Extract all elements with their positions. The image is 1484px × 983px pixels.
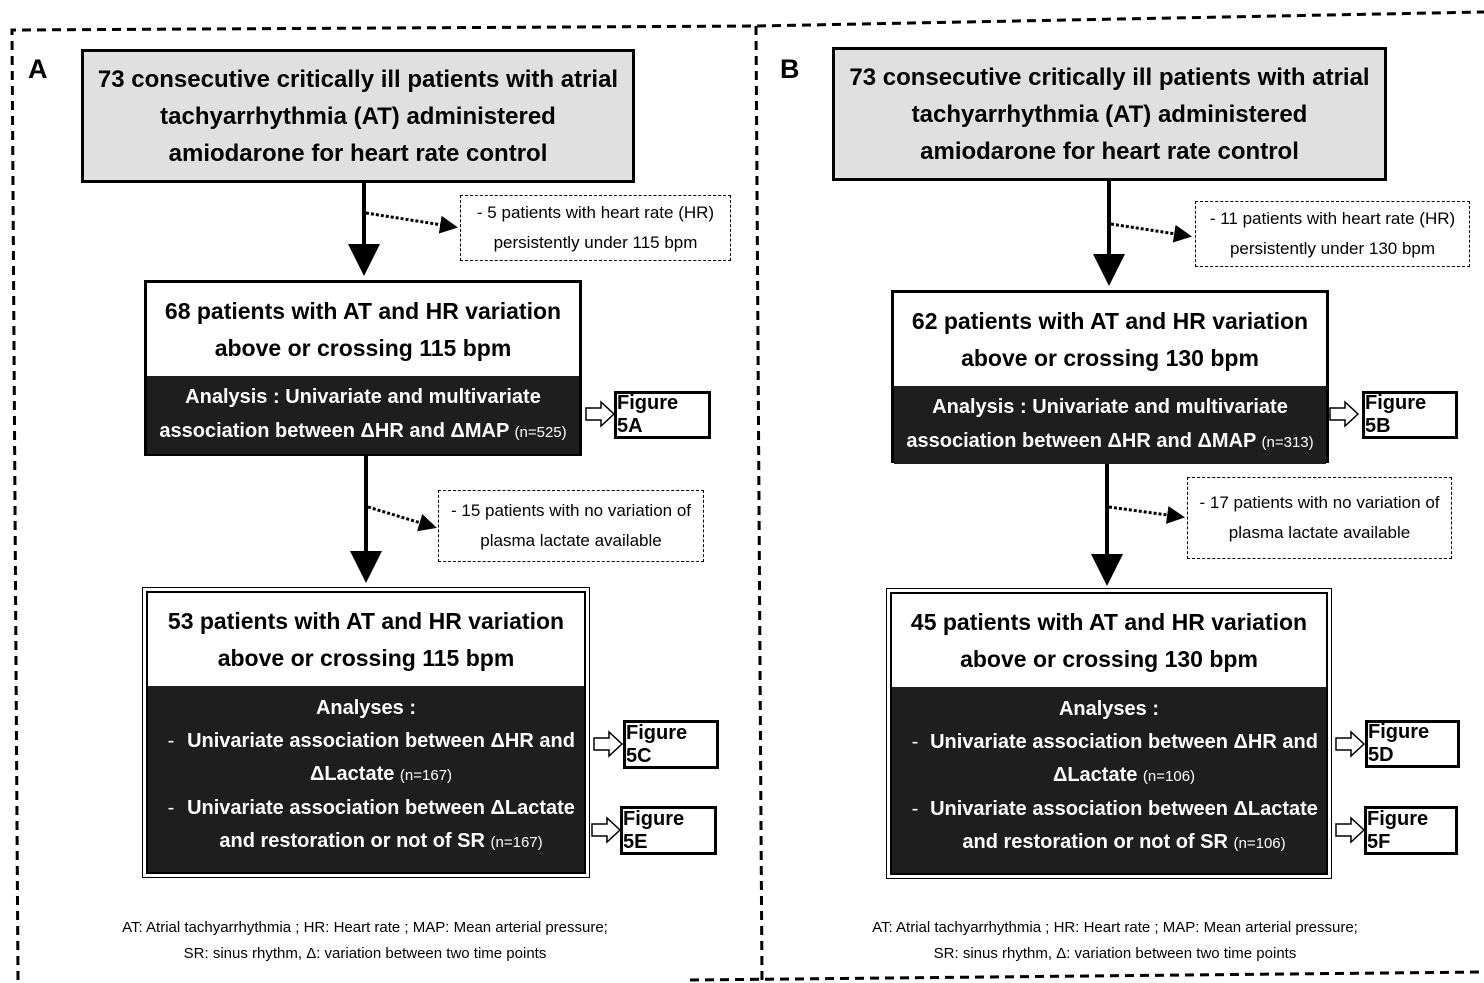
analysis-item-text: Univariate association between ΔHR and Δ… xyxy=(930,731,1318,786)
figure-5e-label: Figure 5E xyxy=(620,806,717,855)
cohort-box: 73 consecutive critically ill patients w… xyxy=(832,47,1387,181)
figure-5d-label: Figure 5D xyxy=(1365,720,1460,768)
lactate-box: 53 patients with AT and HR variation abo… xyxy=(142,587,590,878)
hr-map-n: (n=525) xyxy=(514,424,567,441)
footnote: AT: Atrial tachyarrhythmia ; HR: Heart r… xyxy=(60,915,670,967)
hr-map-box: 68 patients with AT and HR variation abo… xyxy=(144,280,582,456)
panel-letter: B xyxy=(780,54,800,84)
analysis-item-n: (n=106) xyxy=(1142,768,1196,785)
footnote-line-1: AT: Atrial tachyarrhythmia ; HR: Heart r… xyxy=(122,919,608,936)
panel-letter: A xyxy=(28,54,48,84)
analysis-item-n: (n=106) xyxy=(1233,835,1286,852)
panel-a: A 73 consecutive critically ill patients… xyxy=(28,49,731,967)
exclusion-note-hr: - 11 patients with heart rate (HR) persi… xyxy=(1195,201,1470,267)
footnote-line-1: AT: Atrial tachyarrhythmia ; HR: Heart r… xyxy=(872,919,1358,936)
hr-map-box-title: 68 patients with AT and HR variation abo… xyxy=(164,297,562,361)
analysis-item: - Univariate association between ΔLactat… xyxy=(911,798,1318,853)
lactate-box-title: 45 patients with AT and HR variation abo… xyxy=(910,608,1308,672)
figure-5c-label: Figure 5C xyxy=(623,720,719,769)
hr-map-analysis: Analysis : Univariate and multivariate a… xyxy=(147,376,579,454)
analysis-item-n: (n=167) xyxy=(490,834,543,851)
analysis-item: - Univariate association between ΔLactat… xyxy=(167,797,575,852)
hr-map-analysis: Analysis : Univariate and multivariate a… xyxy=(894,386,1326,464)
hr-map-analysis-text: Analysis : Univariate and multivariate a… xyxy=(906,396,1288,452)
figure-5f-label: Figure 5F xyxy=(1364,806,1458,855)
analysis-item: - Univariate association between ΔHR and… xyxy=(911,731,1318,786)
figure-5b-label: Figure 5B xyxy=(1362,391,1458,439)
analyses-heading: Analyses : xyxy=(315,697,417,719)
exclusion-note-lactate: - 17 patients with no variation of plasm… xyxy=(1187,477,1452,559)
cohort-box: 73 consecutive critically ill patients w… xyxy=(81,49,635,183)
hr-map-n: (n=313) xyxy=(1261,434,1314,451)
footnote-line-2: SR: sinus rhythm, Δ: variation between t… xyxy=(183,945,547,962)
analysis-item-n: (n=167) xyxy=(399,767,453,784)
lactate-analyses: Analyses : - Univariate association betw… xyxy=(148,686,584,872)
analysis-item-text: Univariate association between ΔHR and Δ… xyxy=(187,730,575,785)
hr-map-box-title: 62 patients with AT and HR variation abo… xyxy=(911,307,1309,371)
analyses-heading: Analyses : xyxy=(1058,698,1160,720)
analysis-item-text: Univariate association between ΔLactate … xyxy=(930,798,1318,853)
exclusion-note-hr: - 5 patients with heart rate (HR) persis… xyxy=(460,195,731,261)
flow-arrows xyxy=(348,183,624,844)
panel-b: B 73 consecutive critically ill patients… xyxy=(750,0,1484,983)
footnote: AT: Atrial tachyarrhythmia ; HR: Heart r… xyxy=(805,915,1425,967)
figure-5a-label: Figure 5A xyxy=(614,391,711,439)
analysis-item-text: Univariate association between ΔLactate … xyxy=(187,797,575,852)
hr-map-analysis-text: Analysis : Univariate and multivariate a… xyxy=(159,386,541,442)
footnote-line-2: SR: sinus rhythm, Δ: variation between t… xyxy=(933,945,1297,962)
flow-arrows xyxy=(1091,181,1366,844)
exclusion-note-lactate: - 15 patients with no variation of plasm… xyxy=(438,490,704,562)
lactate-box: 45 patients with AT and HR variation abo… xyxy=(886,588,1332,879)
lactate-analyses: Analyses : - Univariate association betw… xyxy=(892,687,1326,873)
analysis-item: - Univariate association between ΔHR and… xyxy=(167,730,575,785)
hr-map-box: 62 patients with AT and HR variation abo… xyxy=(891,290,1329,464)
lactate-box-title: 53 patients with AT and HR variation abo… xyxy=(167,607,565,671)
